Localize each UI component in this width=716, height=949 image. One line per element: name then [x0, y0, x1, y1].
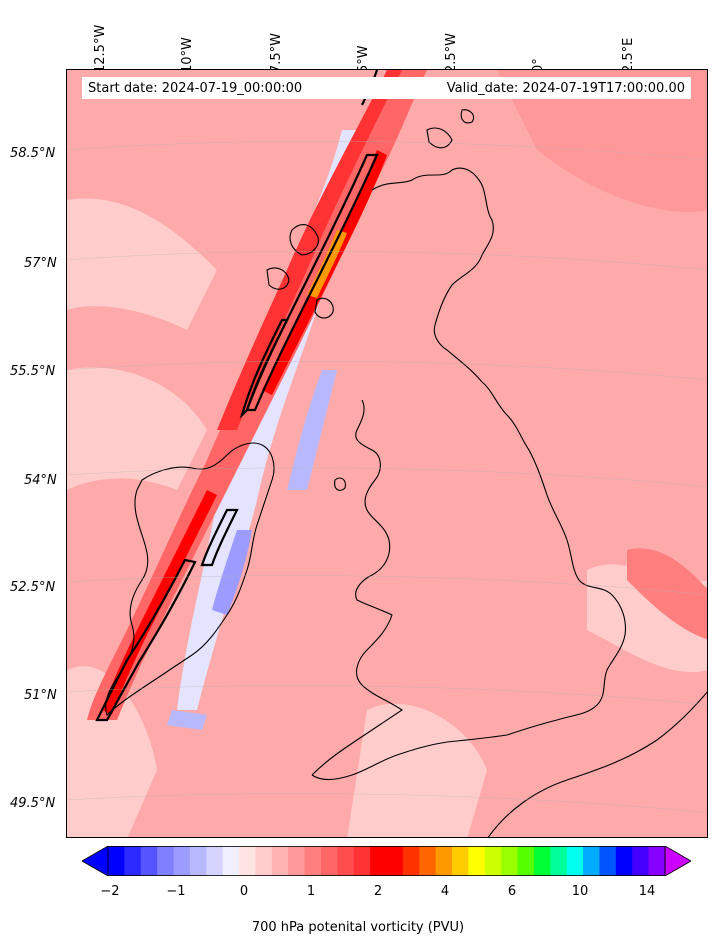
colorbar-extend-high [664, 846, 691, 876]
colorbar-swatch [206, 846, 224, 876]
low-pv-band [167, 710, 207, 730]
colorbar-swatch [435, 846, 453, 876]
high-pv-band-core [102, 490, 217, 715]
colorbar-tick: 6 [507, 884, 517, 899]
colorbar-swatch [533, 846, 551, 876]
colorbar-swatch [288, 846, 306, 876]
colorbar-swatch [484, 846, 502, 876]
lat-label-57n: 57°N [24, 256, 57, 271]
colorbar-swatch [370, 846, 387, 876]
colorbar-swatch [599, 846, 617, 876]
lon-label-2.5w: 2.5°W [444, 32, 459, 73]
colorbar-tick: 2 [373, 884, 383, 899]
colorbar-swatch [157, 846, 175, 876]
map-panel [66, 69, 708, 838]
lat-label-54n: 54°N [24, 473, 57, 488]
colorbar-swatch [468, 846, 486, 876]
pv-map [67, 70, 707, 837]
colorbar-swatch [271, 846, 289, 876]
colorbar-swatch [337, 846, 355, 876]
colorbar-swatch [632, 846, 650, 876]
lat-label-51n: 51°N [24, 688, 57, 703]
colorbar-swatch [255, 846, 273, 876]
colorbar-swatch [304, 846, 322, 876]
colorbar-swatch [140, 846, 158, 876]
high-pv-band-core [217, 70, 402, 430]
colorbar-swatch [566, 846, 584, 876]
colorbar-extend-low [82, 846, 109, 876]
colorbar-swatch [452, 846, 469, 876]
colorbar-swatch [320, 846, 338, 876]
graticule [67, 141, 707, 814]
valid-date-label: Valid_date: 2024-07-19T17:00:00.00 [446, 80, 685, 96]
colorbar-tick: 14 [638, 884, 656, 899]
colorbar-swatch [402, 846, 420, 876]
lon-label-7.5w: 7.5°W [269, 32, 284, 73]
colorbar-tick: −1 [166, 884, 186, 899]
colorbar-swatch [222, 846, 240, 876]
colorbar-tick: 0 [239, 884, 249, 899]
colorbar-swatch [353, 846, 371, 876]
low-pv-band [212, 530, 252, 615]
lon-label-10w: 10°W [180, 37, 195, 73]
light-pv-patch [67, 367, 207, 490]
lat-label-58.5n: 58.5°N [10, 146, 56, 161]
colorbar-swatch [419, 846, 437, 876]
colorbar-swatch [173, 846, 191, 876]
colorbar-swatch [583, 846, 600, 876]
lon-label-12.5w: 12.5°W [93, 24, 108, 73]
light-pv-patch [347, 703, 487, 837]
light-pv-patch [67, 198, 217, 330]
colorbar-swatch [550, 846, 568, 876]
colorbar [82, 846, 691, 876]
colorbar-swatch [386, 846, 404, 876]
colorbar-swatch [124, 846, 142, 876]
colorbar-swatch [615, 846, 633, 876]
date-header: Start date: 2024-07-19_00:00:00 Valid_da… [82, 77, 691, 99]
colorbar-swatch [189, 846, 207, 876]
colorbar-swatch [517, 846, 535, 876]
low-pv-band [287, 370, 337, 490]
light-pv-patch [67, 666, 157, 837]
colorbar-border [107, 846, 666, 876]
colorbar-swatch [108, 846, 125, 876]
dark-pv-patch [497, 70, 707, 212]
colorbar-tick: 10 [571, 884, 589, 899]
colorbar-title: 700 hPa potenital vorticity (PVU) [251, 920, 465, 935]
colorbar-tick: −2 [100, 884, 120, 899]
dark-pv-patch [627, 548, 707, 640]
colorbar-swatch [648, 846, 666, 876]
lat-label-52.5n: 52.5°N [10, 580, 56, 595]
colorbar-swatch [501, 846, 519, 876]
lon-label-2.5e: 2.5°E [621, 37, 636, 73]
lat-label-49.5n: 49.5°N [10, 796, 56, 811]
start-date-label: Start date: 2024-07-19_00:00:00 [88, 80, 303, 96]
coastlines [105, 109, 707, 837]
colorbar-tick: 1 [306, 884, 316, 899]
colorbar-tick: 4 [440, 884, 450, 899]
colorbar-swatch [239, 846, 256, 876]
lat-label-55.5n: 55.5°N [10, 364, 56, 379]
